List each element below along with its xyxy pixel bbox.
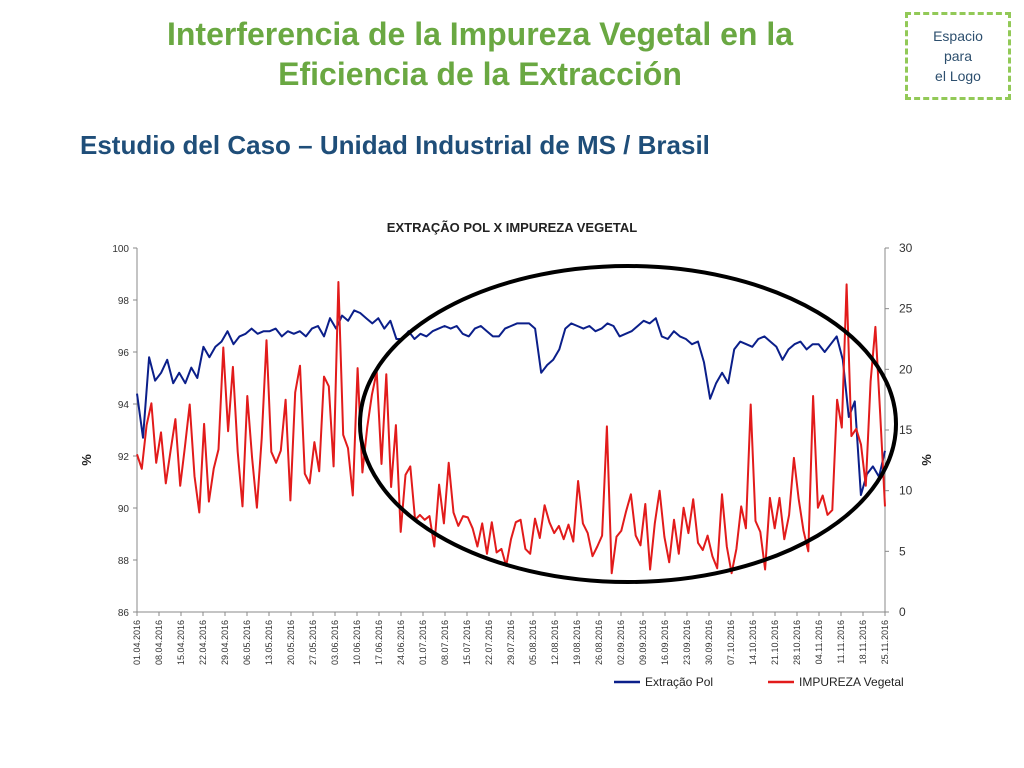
x-tick-label: 11.11.2016 [836, 620, 846, 664]
x-tick-label: 25.11.2016 [880, 620, 890, 664]
y-tick-label-right: 20 [899, 362, 913, 376]
series-line-extracao-pol [136, 309, 886, 496]
y-axis-right-label: % [919, 454, 934, 466]
x-tick-label: 23.09.2016 [682, 620, 692, 665]
chart-axes: 100 98 96 94 92 90 88 86 30 25 20 15 10 5 0 01.04.2016 0… [112, 241, 912, 665]
chart-legend: Extração Pol IMPUREZA Vegetal [614, 675, 904, 689]
y-tick-label-left: 98 [118, 296, 130, 307]
y-tick-label-left: 86 [118, 608, 130, 619]
x-tick-label: 07.10.2016 [726, 620, 736, 665]
x-tick-label: 22.04.2016 [198, 620, 208, 665]
y-tick-label-left: 92 [118, 452, 130, 463]
x-tick-label: 26.08.2016 [594, 620, 604, 665]
y-tick-label-left: 96 [118, 348, 130, 359]
logo-placeholder-line2: para [943, 48, 973, 64]
logo-placeholder-line1: Espacio [933, 28, 983, 44]
highlight-ellipse [358, 264, 898, 584]
x-tick-label: 22.07.2016 [484, 620, 494, 665]
x-tick-label: 19.08.2016 [572, 620, 582, 665]
y-tick-label-left: 90 [118, 504, 130, 515]
x-tick-label: 18.11.2016 [858, 620, 868, 664]
x-tick-label: 29.07.2016 [506, 620, 516, 665]
y-tick-label-left: 88 [118, 556, 130, 567]
logo-placeholder: Espacio para el Logo [905, 12, 1011, 100]
y-tick-label-right: 0 [899, 605, 906, 619]
x-tick-label: 13.05.2016 [264, 620, 274, 665]
x-tick-label: 15.04.2016 [176, 620, 186, 665]
y-tick-label-left: 100 [112, 244, 129, 255]
slide-title-line1: Interferencia de la Impureza Vegetal en … [166, 16, 794, 52]
x-tick-label: 08.07.2016 [440, 620, 450, 665]
y-tick-label-right: 5 [899, 544, 906, 558]
x-tick-label: 12.08.2016 [550, 620, 560, 665]
x-tick-label: 16.09.2016 [660, 620, 670, 665]
chart-title: EXTRAÇÃO POL X IMPUREZA VEGETAL [387, 220, 637, 235]
x-tick-label: 20.05.2016 [286, 620, 296, 665]
x-tick-label: 01.07.2016 [418, 620, 428, 665]
y-tick-label-right: 25 [899, 302, 913, 316]
logo-placeholder-line3: el Logo [935, 68, 981, 84]
x-tick-label: 28.10.2016 [792, 620, 802, 665]
series-line-impureza-vegetal [136, 281, 886, 575]
x-tick-label: 08.04.2016 [154, 620, 164, 665]
x-tick-label: 30.09.2016 [704, 620, 714, 665]
x-tick-label: 14.10.2016 [748, 620, 758, 665]
x-tick-label: 01.04.2016 [132, 620, 142, 665]
y-tick-label-right: 10 [899, 484, 913, 498]
x-tick-label: 02.09.2016 [616, 620, 626, 665]
y-tick-label-right: 15 [899, 423, 913, 437]
legend-label-pol: Extração Pol [645, 675, 713, 689]
x-tick-label: 24.06.2016 [396, 620, 406, 665]
y-axis-left-label: % [79, 454, 94, 466]
x-tick-label: 05.08.2016 [528, 620, 538, 665]
x-tick-label: 03.06.2016 [330, 620, 340, 665]
x-tick-label: 27.05.2016 [308, 620, 318, 665]
x-tick-label: 21.10.2016 [770, 620, 780, 665]
chart-series [136, 281, 886, 575]
x-tick-label: 17.06.2016 [374, 620, 384, 665]
slide-subtitle: Estudio del Caso – Unidad Industrial de … [80, 130, 710, 160]
x-tick-label: 04.11.2016 [814, 620, 824, 664]
y-tick-label-right: 30 [899, 241, 913, 255]
x-tick-label: 10.06.2016 [352, 620, 362, 665]
slide-title: Interferencia de la Impureza Vegetal en … [60, 14, 900, 94]
x-tick-label: 06.05.2016 [242, 620, 252, 665]
legend-label-impureza: IMPUREZA Vegetal [799, 675, 904, 689]
x-tick-label: 15.07.2016 [462, 620, 472, 665]
x-tick-label: 29.04.2016 [220, 620, 230, 665]
x-tick-label: 09.09.2016 [638, 620, 648, 665]
y-tick-label-left: 94 [118, 400, 130, 411]
slide-title-line2: Eficiencia de la Extracción [278, 56, 682, 92]
